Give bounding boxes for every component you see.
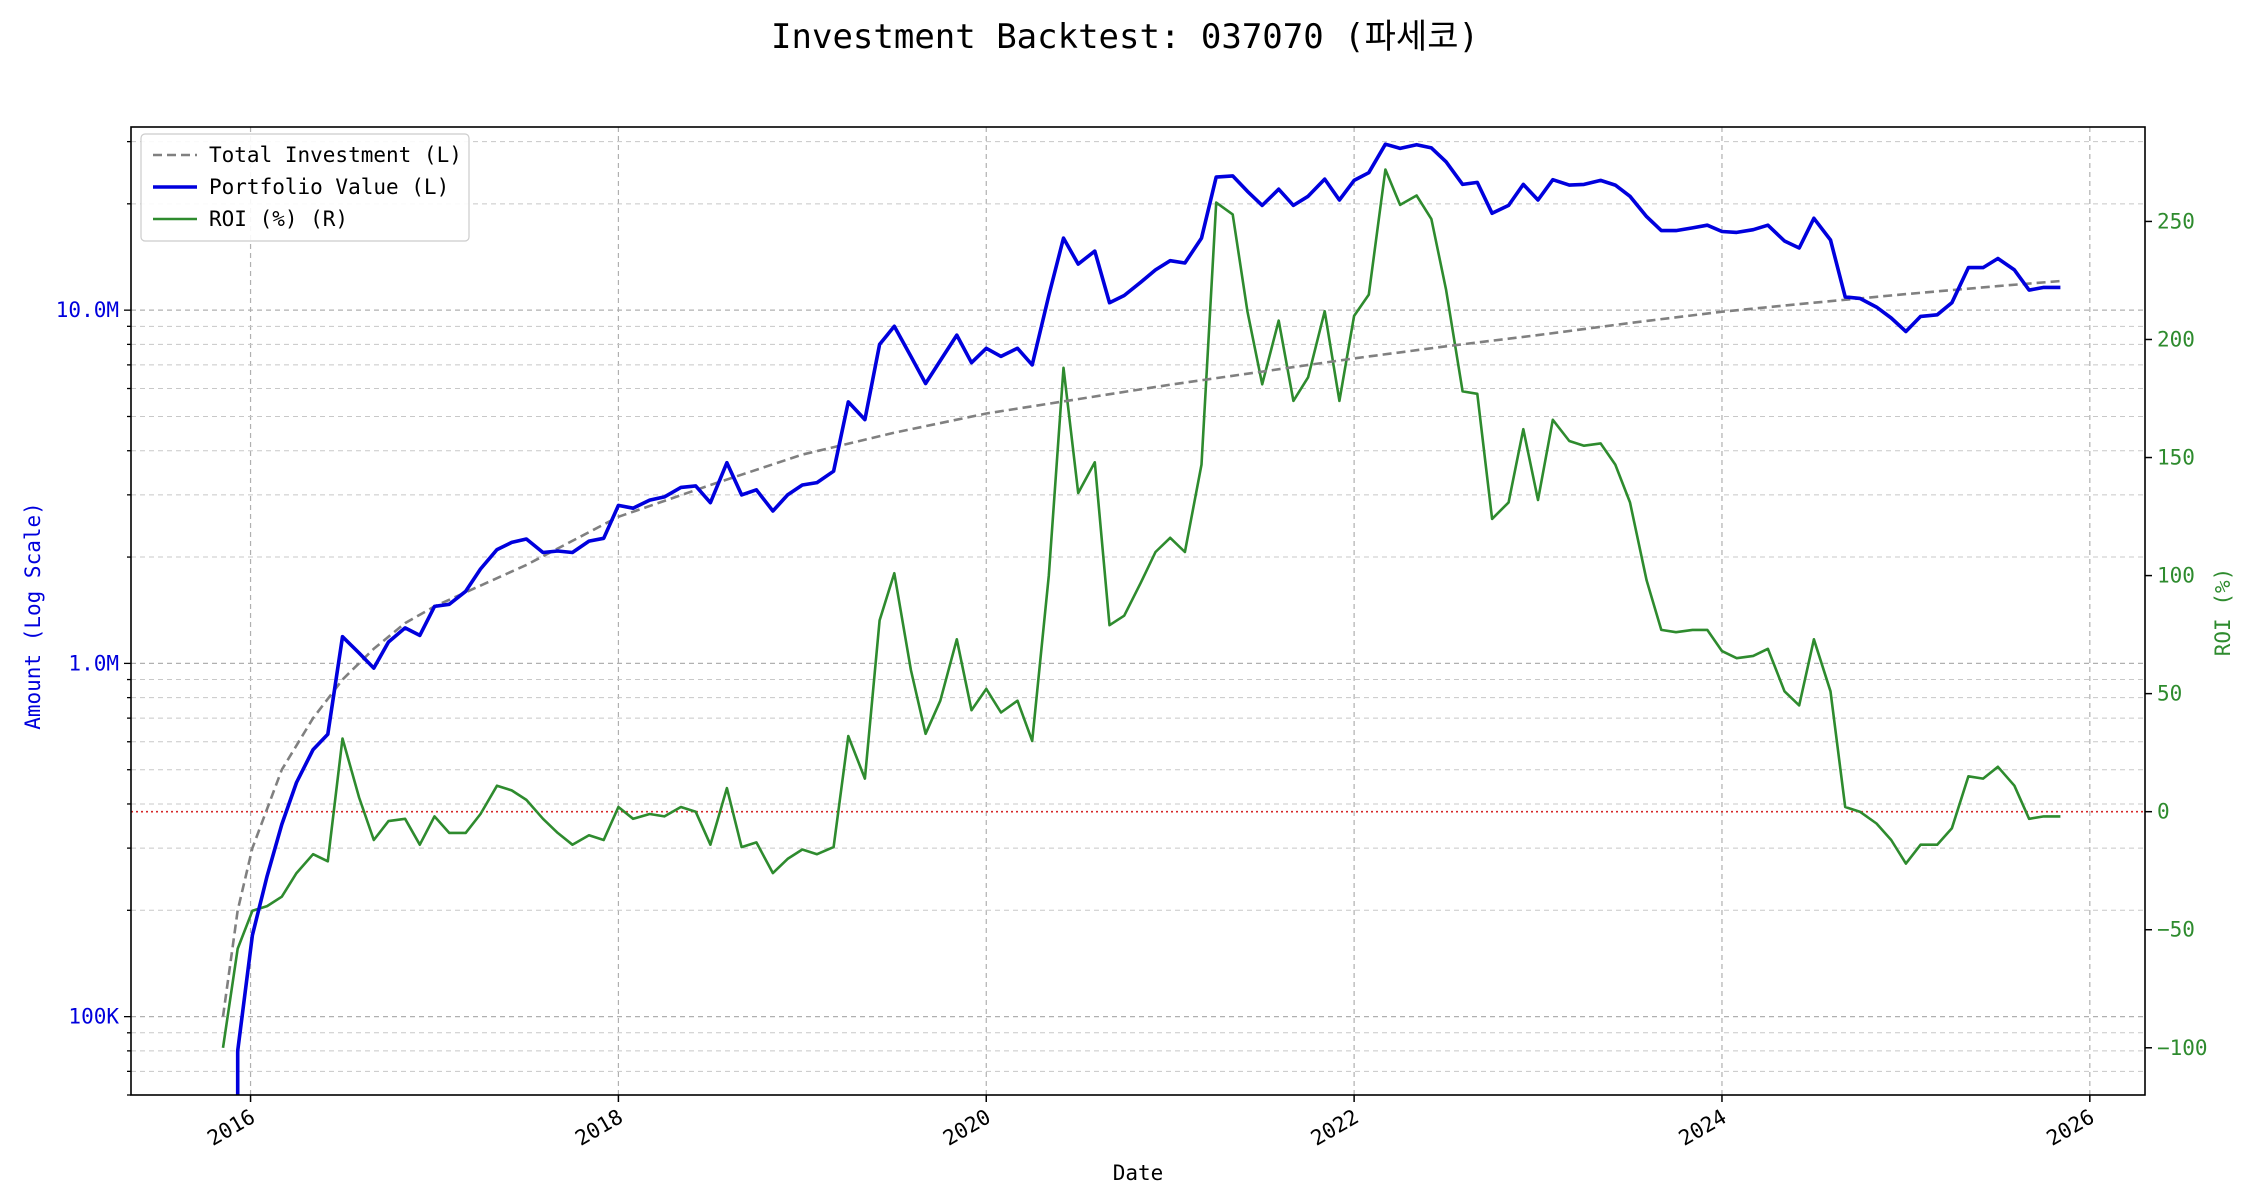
series-line-0 <box>221 279 2063 1017</box>
y-left-tick-label: 100K <box>68 1005 119 1029</box>
x-tick-label: 2026 <box>2043 1105 2099 1151</box>
legend-items: Total Investment (L) Portfolio Value (L) R… <box>153 143 462 231</box>
legend-box <box>140 133 470 242</box>
y-right-tick-label: 0 <box>2157 800 2170 824</box>
series-line-2 <box>221 168 2061 1048</box>
x-tick-label: 2022 <box>1307 1105 1363 1151</box>
plot-frame <box>130 126 2146 1096</box>
y-right-tick-label: 250 <box>2157 209 2195 233</box>
grid-layer <box>131 127 2145 1096</box>
x-tick-label: 2020 <box>939 1105 995 1151</box>
series-line-1 <box>235 142 2061 1095</box>
y-right-tick-label: 200 <box>2157 327 2195 351</box>
y-right-axis-ticks: −100 −50 0 50 100 150 200 250 <box>2145 209 2208 1060</box>
legend-label: Portfolio Value (L) <box>209 175 449 199</box>
x-axis-ticks: 2016 2018 2020 2022 2024 2026 <box>203 1095 2098 1151</box>
chart-title: Investment Backtest: 037070 (파세코) <box>771 17 1479 57</box>
y-left-axis-ticks: 100K 1.0M 10.0M <box>56 140 131 1096</box>
y-right-tick-label: −100 <box>2157 1036 2208 1060</box>
y-right-tick-label: 50 <box>2157 682 2182 706</box>
y-left-axis-label: Amount (Log Scale) <box>21 502 45 730</box>
y-left-tick-label: 10.0M <box>56 298 119 322</box>
series-layer <box>221 142 2063 1095</box>
legend: Total Investment (L) Portfolio Value (L) R… <box>140 133 470 242</box>
x-axis-label: Date <box>1113 1161 1164 1185</box>
y-right-tick-label: 100 <box>2157 564 2195 588</box>
y-right-axis-label: ROI (%) <box>2211 568 2235 657</box>
legend-label: Total Investment (L) <box>209 143 462 167</box>
y-right-tick-label: 150 <box>2157 446 2195 470</box>
y-right-tick-label: −50 <box>2157 918 2195 942</box>
x-tick-label: 2024 <box>1675 1105 1731 1151</box>
x-tick-label: 2018 <box>571 1105 627 1151</box>
legend-label: ROI (%) (R) <box>209 207 348 231</box>
y-left-tick-label: 1.0M <box>68 651 119 675</box>
x-tick-label: 2016 <box>203 1105 259 1151</box>
